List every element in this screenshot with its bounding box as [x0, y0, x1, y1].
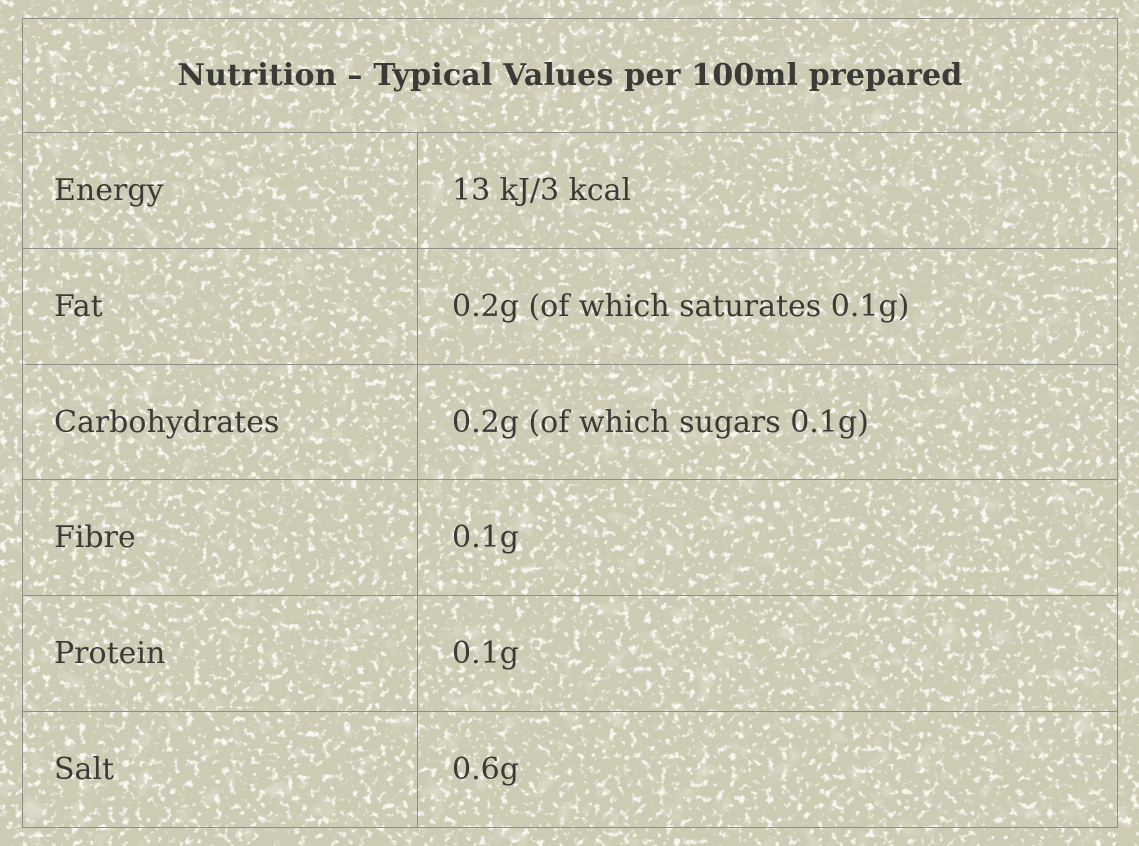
table-row-protein: Protein 0.1g — [23, 595, 1117, 712]
row-label-energy: Energy — [54, 172, 164, 208]
table-row-energy: Energy 13 kJ/3 kcal — [23, 133, 1117, 248]
table-title: Nutrition – Typical Values per 100ml pre… — [177, 58, 963, 93]
row-label-protein: Protein — [54, 636, 166, 672]
row-label-carbohydrates: Carbohydrates — [54, 404, 280, 440]
row-label-fat: Fat — [54, 288, 103, 324]
table-body: Energy 13 kJ/3 kcal Fat 0.2g (of which s… — [23, 133, 1117, 827]
table-row-fat: Fat 0.2g (of which saturates 0.1g) — [23, 247, 1117, 364]
row-value-salt: 0.6g — [417, 712, 1117, 827]
row-value-protein: 0.1g — [417, 596, 1117, 712]
row-label-salt: Salt — [54, 752, 115, 788]
row-value-fibre: 0.1g — [417, 480, 1117, 596]
nutrition-table: Nutrition – Typical Values per 100ml pre… — [22, 18, 1118, 828]
row-label-fibre: Fibre — [54, 520, 136, 556]
table-row-salt: Salt 0.6g — [23, 711, 1117, 827]
table-header-row: Nutrition – Typical Values per 100ml pre… — [23, 19, 1117, 133]
table-row-fibre: Fibre 0.1g — [23, 479, 1117, 596]
row-value-energy: 13 kJ/3 kcal — [417, 133, 1117, 248]
row-value-carbohydrates: 0.2g (of which sugars 0.1g) — [417, 364, 1117, 480]
row-value-fat: 0.2g (of which saturates 0.1g) — [417, 248, 1117, 364]
table-row-carbohydrates: Carbohydrates 0.2g (of which sugars 0.1g… — [23, 363, 1117, 480]
